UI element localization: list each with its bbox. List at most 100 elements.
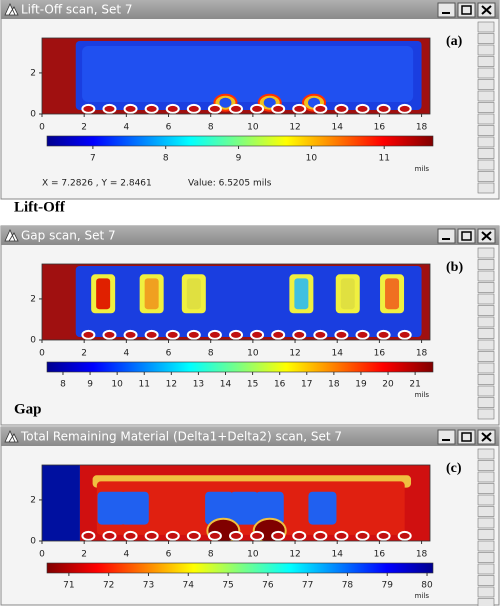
toolbar-button[interactable] [478, 576, 494, 586]
heatmap-region [230, 532, 242, 540]
toolbar-button[interactable] [478, 317, 494, 327]
toolbar-button[interactable] [478, 114, 494, 124]
toolbar-button[interactable] [478, 398, 494, 408]
toolbar-button[interactable] [478, 587, 494, 597]
toolbar-button[interactable] [478, 352, 494, 362]
toolbar-button[interactable] [478, 45, 494, 55]
heatmap-region [167, 105, 179, 113]
x-tick-label: 2 [81, 550, 87, 560]
toolbar-button[interactable] [478, 160, 494, 170]
toolbar-button[interactable] [478, 183, 494, 193]
x-tick-label: 6 [166, 550, 172, 560]
minimize-button[interactable] [438, 229, 455, 243]
window-title: Total Remaining Material (Delta1+Delta2)… [20, 430, 342, 444]
heatmap-region [146, 105, 158, 113]
toolbar-button[interactable] [478, 375, 494, 385]
toolbar-button[interactable] [478, 530, 494, 540]
toolbar-button[interactable] [478, 80, 494, 90]
heatmap-region [125, 105, 137, 113]
toolbar-button[interactable] [478, 409, 494, 419]
toolbar-button[interactable] [478, 449, 494, 459]
toolbar-button[interactable] [478, 386, 494, 396]
heatmap-region [378, 105, 390, 113]
toolbar-button[interactable] [478, 564, 494, 574]
y-tick-label: 0 [30, 537, 36, 547]
x-tick-label: 0 [39, 349, 45, 359]
toolbar-button[interactable] [478, 518, 494, 528]
toolbar-button[interactable] [478, 68, 494, 78]
colorbar-tick-label: 9 [236, 154, 242, 164]
colorbar-tick-label: 19 [355, 380, 367, 390]
heatmap-region [187, 278, 201, 309]
toolbar-button[interactable] [478, 149, 494, 159]
toolbar-button[interactable] [478, 472, 494, 482]
toolbar-button[interactable] [478, 260, 494, 270]
minimize-button[interactable] [438, 3, 455, 17]
x-tick-label: 18 [416, 550, 428, 560]
heatmap [42, 264, 430, 340]
colorbar-tick-label: 14 [220, 380, 232, 390]
heatmap-region [251, 532, 263, 540]
minimize-button[interactable] [438, 430, 455, 444]
x-tick-label: 16 [374, 123, 386, 133]
x-tick-label: 6 [166, 349, 172, 359]
heatmap-region [103, 532, 115, 540]
y-tick-label: 2 [30, 68, 36, 78]
toolbar-button[interactable] [478, 363, 494, 373]
toolbar-button[interactable] [478, 248, 494, 258]
y-tick-label: 0 [30, 110, 36, 120]
toolbar-button[interactable] [478, 172, 494, 182]
heatmap-region [357, 105, 369, 113]
heatmap-region [82, 532, 94, 540]
x-tick-label: 16 [374, 550, 386, 560]
colorbar [47, 362, 433, 372]
colorbar-tick-label: 78 [342, 581, 354, 591]
toolbar-button[interactable] [478, 340, 494, 350]
colorbar-tick-label: 10 [111, 380, 123, 390]
maximize-button[interactable] [458, 3, 475, 17]
toolbar-button[interactable] [478, 126, 494, 136]
toolbar-button[interactable] [478, 495, 494, 505]
heatmap-region [399, 105, 411, 113]
colorbar-tick-label: 11 [139, 380, 150, 390]
toolbar-button[interactable] [478, 507, 494, 517]
colorbar-tick-label: 21 [409, 380, 420, 390]
heatmap-region [314, 532, 326, 540]
heatmap-region [399, 331, 411, 339]
colorbar-tick-label: 76 [262, 581, 274, 591]
toolbar-button[interactable] [478, 137, 494, 147]
toolbar-button[interactable] [478, 461, 494, 471]
x-tick-label: 4 [123, 550, 129, 560]
caption: Lift-Off [14, 199, 66, 215]
toolbar-button[interactable] [478, 91, 494, 101]
heatmap-region [294, 278, 308, 309]
heatmap-region [251, 105, 263, 113]
heatmap-region [230, 105, 242, 113]
colorbar-unit: mils [415, 592, 430, 600]
toolbar-button[interactable] [478, 22, 494, 32]
toolbar-button[interactable] [478, 283, 494, 293]
x-tick-label: 10 [247, 550, 259, 560]
x-tick-label: 14 [331, 349, 343, 359]
toolbar-button[interactable] [478, 306, 494, 316]
toolbar-button[interactable] [478, 34, 494, 44]
toolbar-button[interactable] [478, 484, 494, 494]
maximize-button[interactable] [458, 430, 475, 444]
heatmap-region [146, 532, 158, 540]
screenshot: Lift-Off scan, Set 7(a)02468101214161802… [0, 0, 500, 606]
toolbar-button[interactable] [478, 329, 494, 339]
x-tick-label: 0 [39, 550, 45, 560]
toolbar-button[interactable] [478, 294, 494, 304]
heatmap-region [125, 331, 137, 339]
heatmap-region [167, 331, 179, 339]
x-tick-label: 4 [123, 349, 129, 359]
toolbar-button[interactable] [478, 103, 494, 113]
toolbar-button[interactable] [478, 599, 494, 606]
toolbar-button[interactable] [478, 553, 494, 563]
toolbar-button[interactable] [478, 57, 494, 67]
toolbar-button[interactable] [478, 271, 494, 281]
maximize-button[interactable] [458, 229, 475, 243]
heatmap-region [121, 492, 149, 525]
toolbar-button[interactable] [478, 541, 494, 551]
heatmap-region [335, 331, 347, 339]
